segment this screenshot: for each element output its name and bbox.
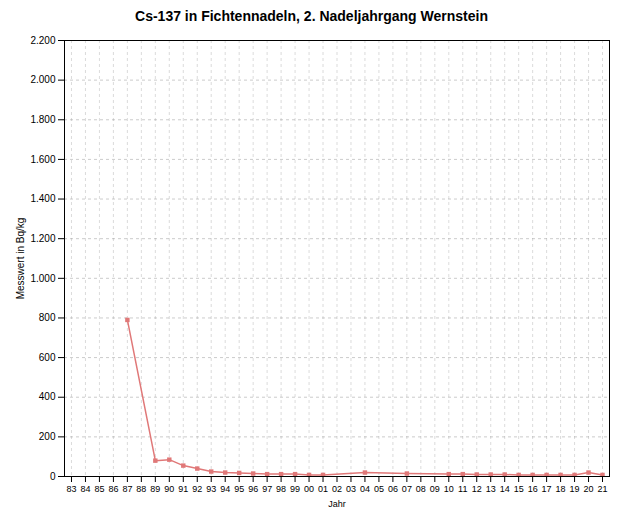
svg-text:1.200: 1.200 bbox=[30, 233, 55, 244]
svg-text:90: 90 bbox=[164, 484, 174, 494]
svg-text:93: 93 bbox=[206, 484, 216, 494]
svg-text:15: 15 bbox=[514, 484, 524, 494]
svg-text:Messwert in Bq/kg: Messwert in Bq/kg bbox=[15, 218, 26, 300]
svg-text:12: 12 bbox=[472, 484, 482, 494]
svg-text:1.000: 1.000 bbox=[30, 273, 55, 284]
svg-text:83: 83 bbox=[66, 484, 76, 494]
svg-text:21: 21 bbox=[598, 484, 608, 494]
svg-text:16: 16 bbox=[528, 484, 538, 494]
svg-text:89: 89 bbox=[150, 484, 160, 494]
svg-text:14: 14 bbox=[500, 484, 510, 494]
svg-text:03: 03 bbox=[346, 484, 356, 494]
svg-text:17: 17 bbox=[542, 484, 552, 494]
svg-text:01: 01 bbox=[318, 484, 328, 494]
svg-text:10: 10 bbox=[444, 484, 454, 494]
svg-text:07: 07 bbox=[402, 484, 412, 494]
svg-text:Jahr: Jahr bbox=[328, 499, 346, 509]
svg-text:2.200: 2.200 bbox=[30, 35, 55, 46]
svg-text:02: 02 bbox=[332, 484, 342, 494]
svg-text:09: 09 bbox=[430, 484, 440, 494]
svg-text:97: 97 bbox=[262, 484, 272, 494]
svg-text:87: 87 bbox=[122, 484, 132, 494]
svg-text:1.600: 1.600 bbox=[30, 154, 55, 165]
svg-text:18: 18 bbox=[556, 484, 566, 494]
svg-text:11: 11 bbox=[458, 484, 467, 494]
svg-text:0: 0 bbox=[50, 471, 56, 482]
svg-text:98: 98 bbox=[276, 484, 286, 494]
svg-text:91: 91 bbox=[178, 484, 188, 494]
svg-text:04: 04 bbox=[360, 484, 370, 494]
svg-text:1.800: 1.800 bbox=[30, 114, 55, 125]
svg-text:84: 84 bbox=[80, 484, 90, 494]
svg-text:800: 800 bbox=[39, 312, 56, 323]
svg-text:05: 05 bbox=[374, 484, 384, 494]
svg-text:92: 92 bbox=[192, 484, 202, 494]
svg-text:19: 19 bbox=[570, 484, 580, 494]
svg-text:94: 94 bbox=[220, 484, 230, 494]
svg-text:400: 400 bbox=[39, 391, 56, 402]
svg-text:06: 06 bbox=[388, 484, 398, 494]
svg-text:2.000: 2.000 bbox=[30, 74, 55, 85]
svg-text:00: 00 bbox=[304, 484, 314, 494]
svg-text:99: 99 bbox=[290, 484, 300, 494]
html-text:Cs-137 in Fichtennadeln, 2. Na: Cs-137 in Fichtennadeln, 2. Nadeljahrgan… bbox=[135, 8, 488, 24]
svg-text:96: 96 bbox=[248, 484, 258, 494]
svg-text:85: 85 bbox=[94, 484, 104, 494]
svg-text:13: 13 bbox=[486, 484, 496, 494]
svg-text:1.400: 1.400 bbox=[30, 193, 55, 204]
svg-text:20: 20 bbox=[584, 484, 594, 494]
svg-text:95: 95 bbox=[234, 484, 244, 494]
svg-text:600: 600 bbox=[39, 352, 56, 363]
svg-text:86: 86 bbox=[108, 484, 118, 494]
svg-text:200: 200 bbox=[39, 431, 56, 442]
svg-text:88: 88 bbox=[136, 484, 146, 494]
svg-text:08: 08 bbox=[416, 484, 426, 494]
